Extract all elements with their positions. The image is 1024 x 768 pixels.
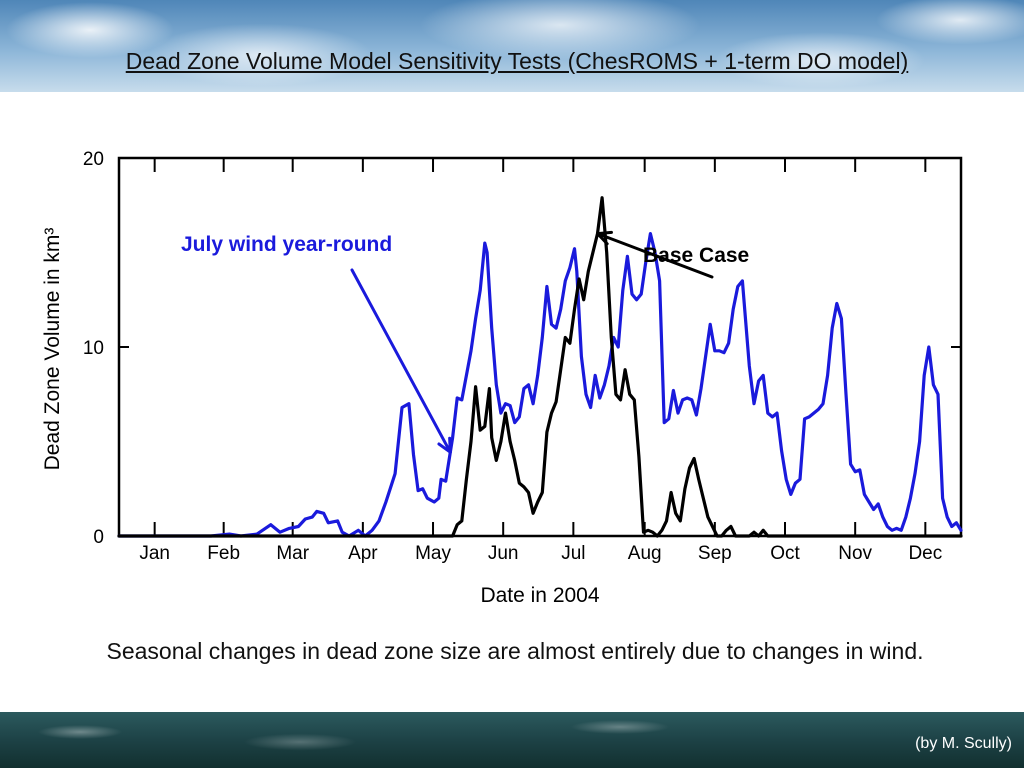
annotation-arrow-july-wind-head [437, 436, 452, 454]
y-axis-title: Dead Zone Volume in km³ [41, 228, 64, 471]
series-lines [117, 196, 963, 538]
x-tick-label: Oct [770, 543, 800, 564]
annotation-arrow-july-wind [350, 268, 452, 454]
sky-banner [0, 0, 1024, 92]
x-tick-label: Apr [348, 543, 378, 564]
annotation-arrow-july-wind-shaft [350, 268, 452, 454]
annotation-arrow-base-case-shaft [596, 232, 714, 279]
x-tick-label: Jun [488, 543, 519, 564]
x-tick-label: May [415, 543, 451, 564]
y-tick-label: 0 [93, 527, 104, 548]
y-tick-label: 10 [83, 338, 104, 359]
x-tick-label: Aug [628, 543, 662, 564]
x-tick-label: Dec [908, 543, 942, 564]
tick-labels: Jan Feb Mar Apr May Jun Jul Aug Sep Oct Nov Dec 0 10 2… [83, 149, 942, 564]
slide-caption: Seasonal changes in dead zone size are a… [106, 638, 924, 664]
slide-title: Dead Zone Volume Model Sensitivity Tests… [125, 48, 909, 74]
x-tick-label: Sep [698, 543, 732, 564]
x-tick-label: Mar [276, 543, 309, 564]
y-tick-label: 20 [83, 149, 104, 170]
water-banner [0, 712, 1024, 768]
annotation-arrows [350, 230, 714, 454]
x-tick-label: Nov [838, 543, 872, 564]
x-tick-label: Jan [139, 543, 170, 564]
x-axis-title: Date in 2004 [480, 584, 599, 607]
annotation-arrow-base-case-head [596, 230, 613, 246]
x-tick-label: Feb [207, 543, 240, 564]
annotation-arrow-base-case [596, 230, 714, 279]
annotation-july-wind-label: July wind year-round [181, 233, 392, 256]
x-tick-label: Jul [561, 543, 585, 564]
credit-text: (by M. Scully) [915, 735, 1012, 752]
series-line-july-wind [117, 232, 963, 538]
series-line-base-case [117, 196, 963, 538]
